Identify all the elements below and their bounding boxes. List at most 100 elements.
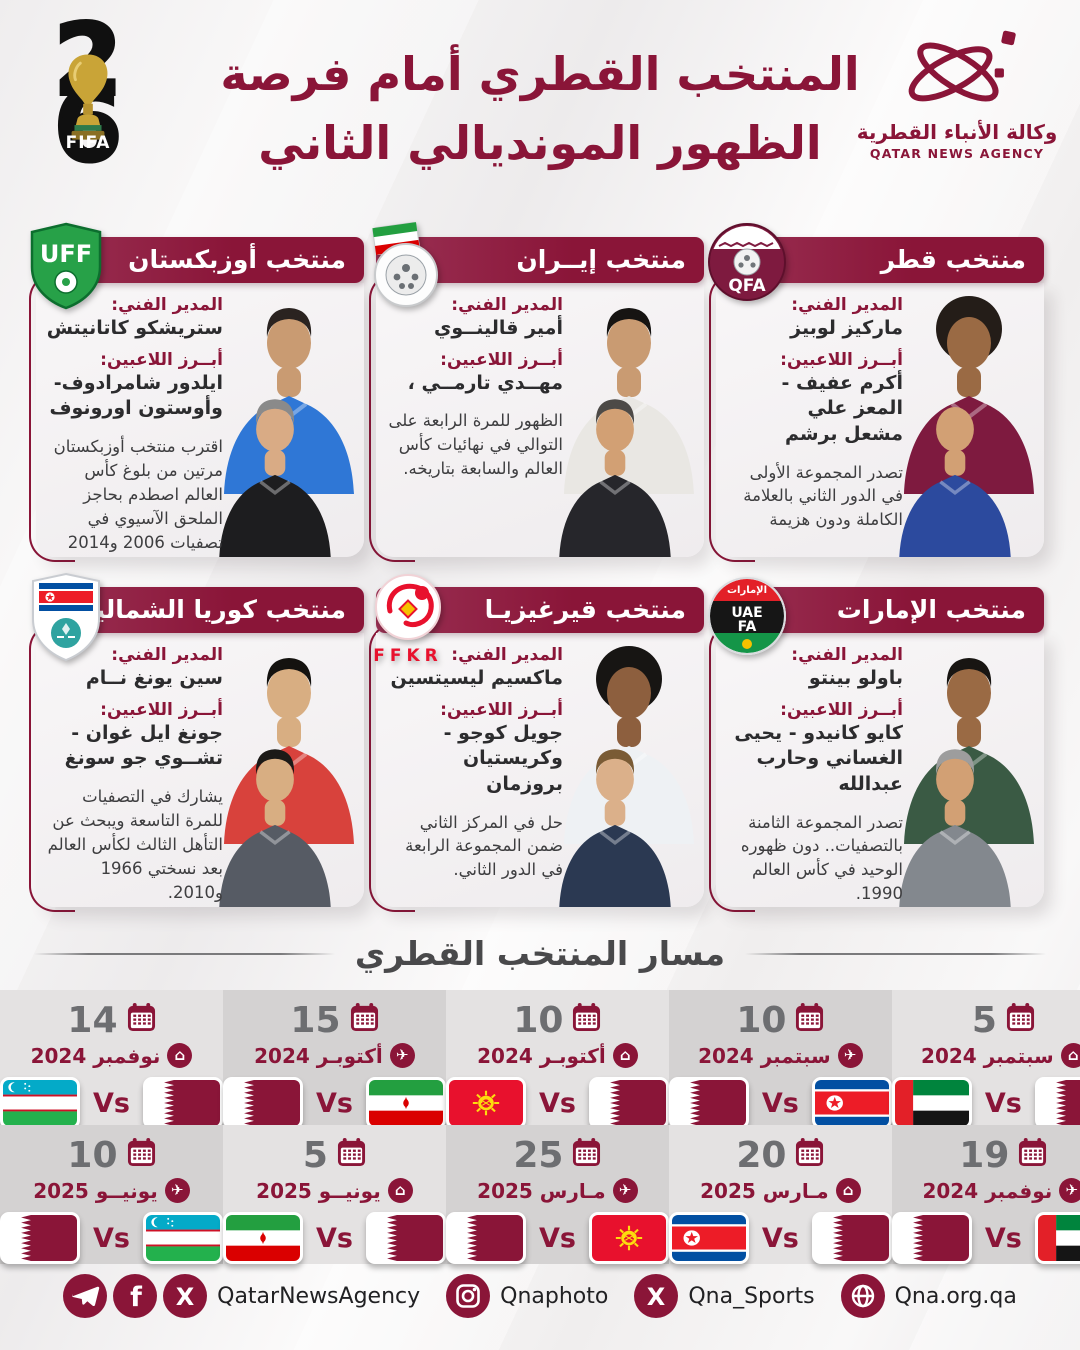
schedule-row-1: 14 نوفمبر 2024 ⌂ Vs 15 أكتوبـر 2024 ✈ <box>0 990 1080 1129</box>
page-title: المنتخب القطري أمام فرصة الظهور المونديا… <box>170 40 910 178</box>
social-handle[interactable]: Qna.org.qa <box>894 1283 1017 1309</box>
coach-name: ماكسيم ليسيتسين <box>390 667 563 689</box>
match-date: 5 <box>972 1002 1035 1040</box>
flag-uae-icon <box>1034 1212 1080 1264</box>
globe-icon[interactable] <box>840 1274 885 1318</box>
team-info: المدير الفني: باولو بينتو أبــرز اللاعبي… <box>726 637 903 906</box>
match-day: 25 <box>513 1135 564 1176</box>
match-date: 10 <box>67 1137 155 1175</box>
team-name: منتخب كوريا الشمالية <box>80 595 346 624</box>
facebook-icon[interactable]: f <box>113 1274 158 1318</box>
social-group[interactable]: X Qna_Sports <box>634 1274 815 1318</box>
match-day: 10 <box>67 1135 118 1176</box>
coach-label: المدير الفني: <box>111 295 223 315</box>
team-name: منتخب إيــران <box>516 245 686 274</box>
flag-qat-icon <box>445 1212 526 1264</box>
match-month-line: أكتوبـر 2024 ⌂ <box>477 1043 638 1068</box>
flag-qat-icon <box>142 1077 223 1129</box>
players-names: ايلدور شامرادوف- وأوستون اورونوف <box>49 371 223 420</box>
social-footer: f X QatarNewsAgency Qnaphoto X Qna_Sports… <box>0 1274 1080 1318</box>
calendar-icon <box>795 1002 824 1040</box>
coach-label: المدير الفني: <box>791 295 903 315</box>
x-icon[interactable]: X <box>163 1274 208 1318</box>
social-group[interactable]: Qnaphoto <box>446 1274 608 1318</box>
calendar-icon <box>337 1137 366 1175</box>
team-description: اقترب منتخب أوزبكستان مرتين من بلوغ كأس … <box>53 436 223 552</box>
players-label: أبــرز اللاعبين: <box>440 699 563 720</box>
telegram-icon[interactable] <box>63 1274 108 1318</box>
x-icon[interactable]: X <box>634 1274 679 1318</box>
venue-away-icon: ✈ <box>1059 1178 1080 1203</box>
calendar-icon <box>572 1137 601 1175</box>
venue-away-icon: ✈ <box>389 1043 415 1068</box>
flag-uzb-icon <box>0 1077 80 1129</box>
team-badge-north-korea-icon <box>26 571 106 667</box>
social-group[interactable]: Qna.org.qa <box>840 1274 1017 1318</box>
qna-swirl-icon <box>882 30 1032 122</box>
calendar-icon <box>350 1002 379 1040</box>
vs-label: Vs <box>538 1222 576 1254</box>
coach-label: المدير الفني: <box>791 645 903 665</box>
team-card-qatar: منتخب قطر المدير الفني: ماركيز لوبيز أبـ… <box>708 223 1044 562</box>
flag-uzb-icon <box>142 1212 223 1264</box>
social-handle[interactable]: QatarNewsAgency <box>217 1283 421 1309</box>
match-flags: Vs <box>0 1077 223 1129</box>
match-card: 10 أكتوبـر 2024 ⌂ Vs <box>445 990 669 1129</box>
page-title-line2: الظهور المونديالي الثاني <box>258 116 822 170</box>
match-card: 5 سبتمبر 2024 ⌂ Vs <box>891 990 1080 1129</box>
svg-text:FA: FA <box>738 619 757 635</box>
players-names: أكرم عفيف - المعز علي مشعل برشم <box>781 371 903 445</box>
match-month: نوفمبر 2024 <box>30 1043 161 1068</box>
calendar-icon <box>127 1137 156 1175</box>
team-card-body: المدير الفني: ماكسيم ليسيتسين أبــرز الل… <box>376 633 704 907</box>
match-day: 20 <box>736 1135 787 1176</box>
instagram-icon[interactable] <box>446 1274 491 1318</box>
match-card: 10 يونيــو 2025 ✈ Vs <box>0 1125 223 1264</box>
players-names: كايو كانيدو - يحيى الغساني وحارب عبدالله <box>734 721 903 795</box>
match-month: أكتوبـر 2024 <box>477 1043 606 1068</box>
social-handle[interactable]: Qnaphoto <box>500 1283 609 1309</box>
match-flags: Vs <box>222 1077 446 1129</box>
match-month-line: سبتمبر 2024 ✈ <box>698 1043 863 1068</box>
coach-label: المدير الفني: <box>451 645 563 665</box>
svg-text:الإمارات: الإمارات <box>727 585 767 596</box>
match-month-line: سبتمبر 2024 ⌂ <box>921 1043 1080 1068</box>
divider-line <box>34 952 335 955</box>
match-flags: Vs <box>668 1077 892 1129</box>
team-info: المدير الفني: أمير قالينــوي أبــرز اللا… <box>386 287 563 481</box>
match-card: 14 نوفمبر 2024 ⌂ Vs <box>0 990 223 1129</box>
flag-irn-icon <box>222 1212 303 1264</box>
match-date: 20 <box>736 1137 824 1175</box>
team-card-body: المدير الفني: ماركيز لوبيز أبــرز اللاعب… <box>716 283 1044 557</box>
vs-label: Vs <box>93 1087 130 1119</box>
social-handle[interactable]: Qna_Sports <box>688 1283 815 1309</box>
team-card-iran: منتخب إيــران المدير الفني: أمير قالينــ… <box>369 221 704 562</box>
match-month: سبتمبر 2024 <box>698 1043 831 1068</box>
fifa-worldcup-26-logo: 2 6 FIFA <box>28 10 148 178</box>
qna-name-english: QATAR NEWS AGENCY <box>869 146 1045 161</box>
match-date: 10 <box>513 1002 601 1040</box>
team-badge-uae-icon: الإمارات UAE FA <box>706 571 788 661</box>
vs-label: Vs <box>315 1087 353 1119</box>
match-month: يونيــو 2025 <box>256 1178 381 1203</box>
match-month: يونيــو 2025 <box>33 1178 158 1203</box>
team-name: منتخب الإمارات <box>836 595 1026 624</box>
flag-qat-icon <box>668 1077 749 1129</box>
team-badge-qatar-icon: QFA <box>706 221 788 307</box>
match-month: مـارس 2025 <box>477 1178 606 1203</box>
coach-photo-silhouette <box>882 383 1028 557</box>
venue-away-icon: ✈ <box>612 1178 638 1203</box>
match-month-line: مـارس 2025 ✈ <box>477 1178 638 1203</box>
team-info: المدير الفني: سين يونغ نــام أبــرز اللا… <box>46 637 223 905</box>
coach-photo-silhouette <box>542 733 688 907</box>
players-label: أبــرز اللاعبين: <box>780 349 903 370</box>
flag-qat-icon <box>891 1212 972 1264</box>
match-flags: Vs <box>891 1077 1080 1129</box>
flag-prk-icon <box>668 1212 749 1264</box>
players-label: أبــرز اللاعبين: <box>440 349 563 370</box>
match-date: 5 <box>303 1137 366 1175</box>
calendar-icon <box>795 1137 824 1175</box>
social-group[interactable]: f X QatarNewsAgency <box>63 1274 420 1318</box>
match-month-line: يونيــو 2025 ⌂ <box>256 1178 413 1203</box>
